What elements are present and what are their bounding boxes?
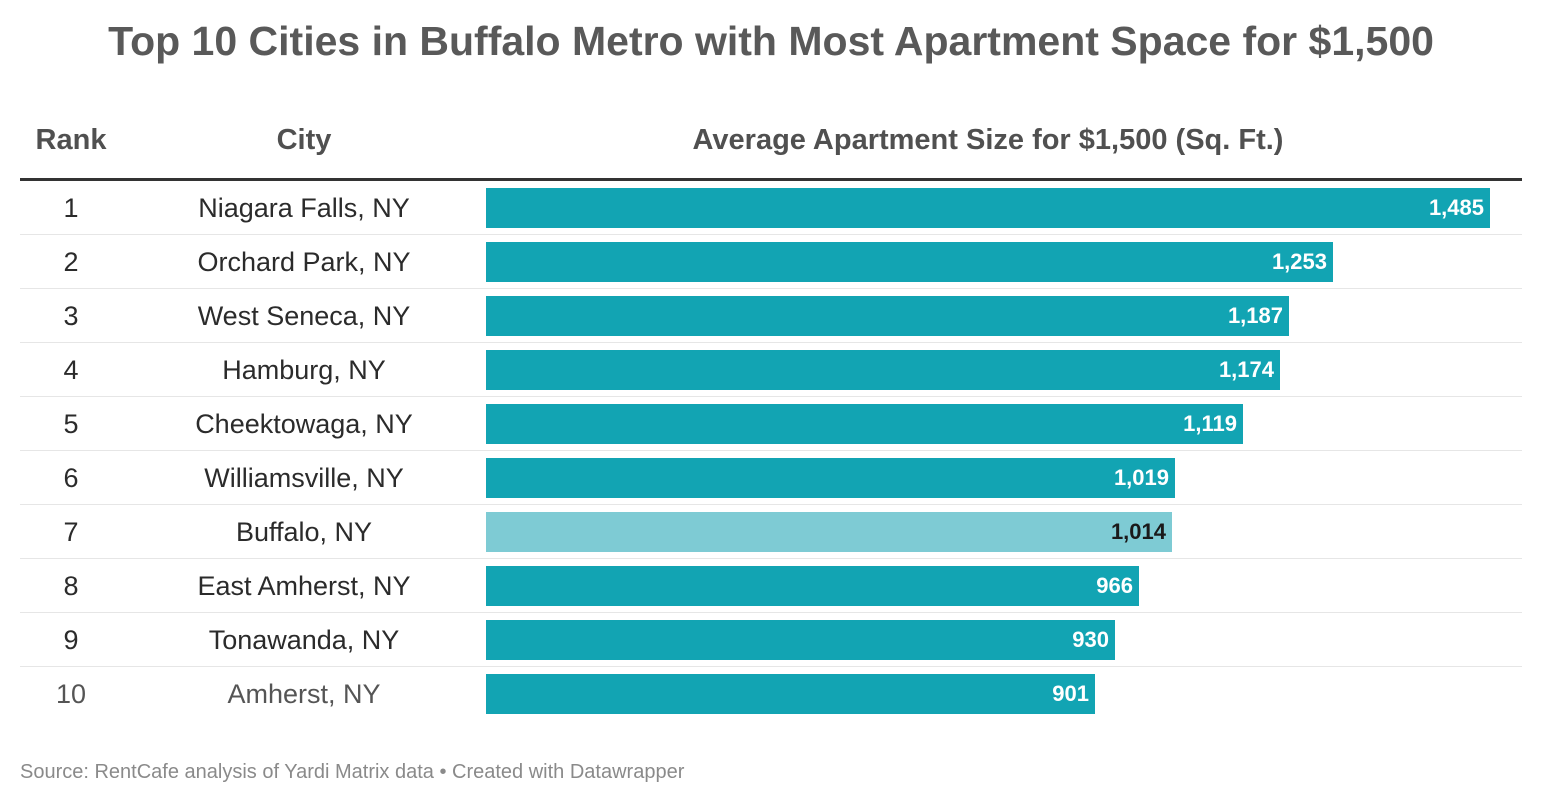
bar-value-label: 1,174 (1218, 357, 1274, 382)
city-cell: Niagara Falls, NY (198, 193, 410, 223)
city-cell: West Seneca, NY (197, 301, 411, 331)
rank-cell: 10 (55, 679, 87, 709)
rank-cell: 2 (63, 247, 79, 277)
bar: 1,174 (486, 350, 1280, 390)
bar-track: 966 (486, 566, 1490, 606)
rank-cell: 6 (63, 463, 79, 493)
city-cell: Amherst, NY (227, 679, 381, 709)
bar: 1,187 (486, 296, 1289, 336)
bar-track: 1,174 (486, 350, 1490, 390)
bar-value-label: 1,187 (1227, 303, 1283, 328)
header-divider (20, 178, 1522, 181)
bar-track: 1,119 (486, 404, 1490, 444)
bar-table: 1 Niagara Falls, NY 1,485 2 Orchard Park, NY… (20, 181, 1522, 721)
table-row: 8 East Amherst, NY 966 (20, 559, 1522, 613)
bar: 901 (486, 674, 1095, 714)
table-row: 5 Cheektowaga, NY 1,119 (20, 397, 1522, 451)
rank-cell: 1 (63, 193, 79, 223)
bar-value-label: 1,014 (1110, 519, 1166, 544)
bar: 966 (486, 566, 1139, 606)
table-row: 1 Niagara Falls, NY 1,485 (20, 181, 1522, 235)
column-header-rank: Rank (35, 124, 107, 156)
bar: 930 (486, 620, 1115, 660)
city-cell: Orchard Park, NY (197, 247, 411, 277)
table-row: 9 Tonawanda, NY 930 (20, 613, 1522, 667)
bar-track: 1,019 (486, 458, 1490, 498)
bar-track: 901 (486, 674, 1490, 714)
bar-value-label: 1,253 (1271, 249, 1327, 274)
rank-cell: 8 (63, 571, 79, 601)
rank-cell: 9 (63, 625, 79, 655)
bar: 1,253 (486, 242, 1333, 282)
bar-track: 1,014 (486, 512, 1490, 552)
city-cell: East Amherst, NY (197, 571, 411, 601)
bar-value-label: 1,119 (1183, 411, 1237, 436)
bar: 1,019 (486, 458, 1175, 498)
table-row: 4 Hamburg, NY 1,174 (20, 343, 1522, 397)
table-row: 2 Orchard Park, NY 1,253 (20, 235, 1522, 289)
city-cell: Tonawanda, NY (208, 625, 400, 655)
table-row: 6 Williamsville, NY 1,019 (20, 451, 1522, 505)
bar-value-label: 901 (1052, 681, 1089, 706)
rank-cell: 4 (63, 355, 79, 385)
bar: 1,485 (486, 188, 1490, 228)
bar-value-label: 1,485 (1428, 195, 1484, 220)
city-cell: Buffalo, NY (235, 517, 373, 547)
source-note: Source: RentCafe analysis of Yardi Matri… (20, 761, 685, 783)
bar-value-label: 966 (1096, 573, 1133, 598)
column-header-value: Average Apartment Size for $1,500 (Sq. F… (692, 124, 1284, 156)
bar-track: 1,485 (486, 188, 1490, 228)
bar-track: 930 (486, 620, 1490, 660)
rank-cell: 5 (63, 409, 79, 439)
table-row: 3 West Seneca, NY 1,187 (20, 289, 1522, 343)
bar: 1,014 (486, 512, 1172, 552)
rank-cell: 7 (63, 517, 79, 547)
city-cell: Hamburg, NY (222, 355, 386, 385)
bar-value-label: 930 (1072, 627, 1109, 652)
column-header-city: City (276, 124, 332, 156)
table-row: 7 Buffalo, NY 1,014 (20, 505, 1522, 559)
bar-value-label: 1,019 (1113, 465, 1169, 490)
bar-track: 1,253 (486, 242, 1490, 282)
bar: 1,119 (486, 404, 1243, 444)
bar-track: 1,187 (486, 296, 1490, 336)
city-cell: Cheektowaga, NY (195, 409, 413, 439)
rank-cell: 3 (63, 301, 79, 331)
table-row: 10 Amherst, NY 901 (20, 667, 1522, 721)
chart-title: Top 10 Cities in Buffalo Metro with Most… (108, 18, 1434, 64)
city-cell: Williamsville, NY (204, 463, 404, 493)
